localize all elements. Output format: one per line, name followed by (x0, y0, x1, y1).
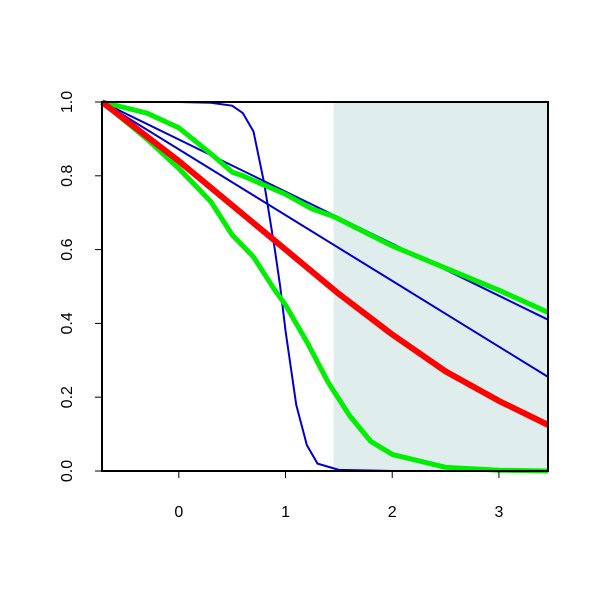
line (100, 99, 550, 428)
x-tick-label: 0 (174, 504, 183, 521)
x-tick-label: 2 (388, 504, 397, 521)
y-tick-label: 0.4 (59, 312, 76, 334)
y-tick-label: 0.0 (59, 460, 76, 482)
y-tick-label: 0.2 (59, 386, 76, 408)
x-tick-label: 3 (494, 504, 503, 521)
x-tick-label: 1 (281, 504, 290, 521)
line (101, 99, 550, 315)
line (102, 101, 548, 472)
line (100, 100, 549, 474)
y-tick-label: 0.8 (59, 165, 76, 187)
line (101, 101, 549, 378)
plot-frame (101, 101, 549, 472)
shaded-region (333, 102, 548, 471)
y-tick-label: 1.0 (59, 91, 76, 113)
y-tick-label: 0.6 (59, 238, 76, 260)
